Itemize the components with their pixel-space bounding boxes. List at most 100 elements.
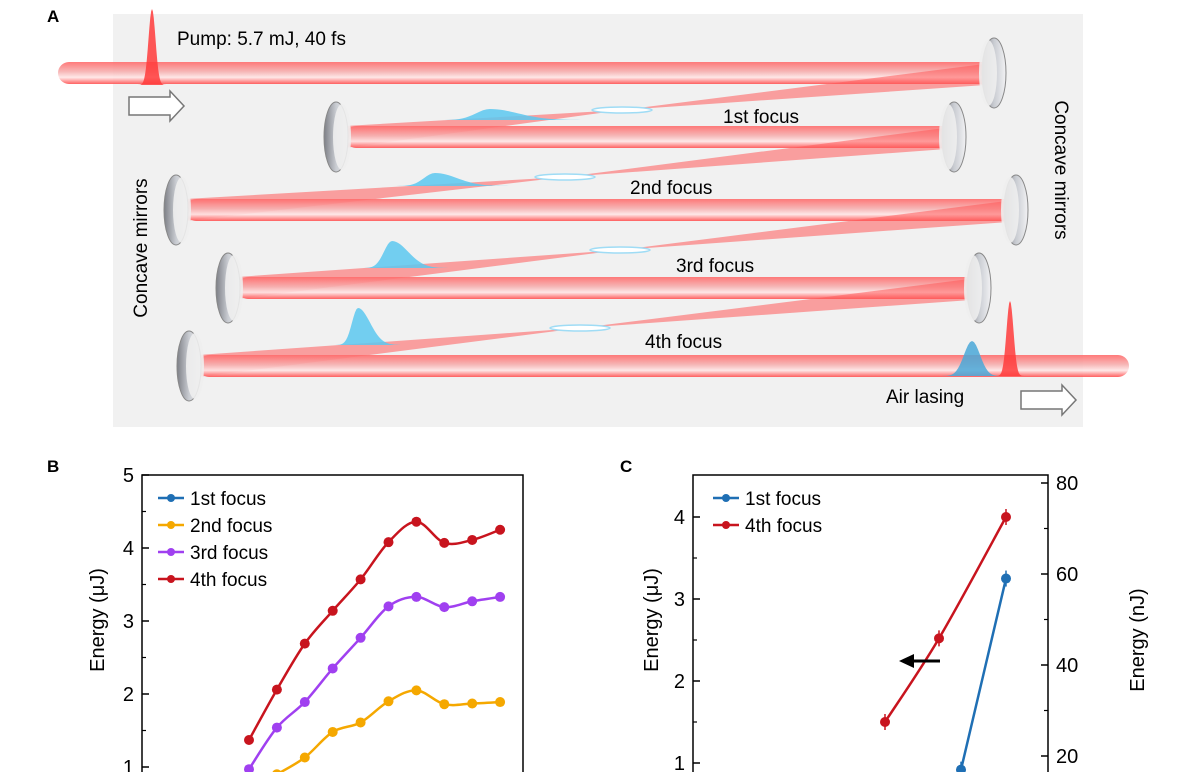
y-tick-label: 3 [123, 611, 134, 633]
pulses [138, 9, 1024, 376]
data-point [956, 764, 966, 772]
panel-label-a: A [47, 7, 59, 26]
data-point [299, 638, 310, 649]
converging-beam [622, 62, 1000, 110]
converging-beam [620, 199, 1022, 250]
data-point [1001, 573, 1011, 584]
focus-label-4: 4th focus [645, 332, 722, 353]
y-tick-label: 60 [1056, 564, 1078, 586]
converging-beam [565, 126, 960, 177]
output-lasing-pulse [940, 341, 1004, 376]
laser-beams [58, 62, 1129, 377]
y-tick-label: 80 [1056, 473, 1078, 495]
y-tick-label: 1 [123, 757, 134, 772]
data-point [271, 722, 282, 733]
data-point [439, 537, 450, 548]
air-lasing-label: Air lasing [886, 387, 964, 408]
data-point [327, 605, 338, 616]
data-point [327, 726, 338, 737]
data-point [467, 534, 478, 545]
plot-frame [692, 474, 1049, 772]
data-point [383, 696, 394, 707]
panel-b-chart: B 1 2 3 4 5 Energy (μJ) 1st focus 2nd focus 3r… [47, 457, 524, 772]
data-point [1001, 512, 1011, 522]
data-point [467, 596, 478, 607]
y-tick-label: 20 [1056, 746, 1078, 768]
series-line [883, 516, 1008, 723]
series-line [247, 520, 501, 741]
series-group [880, 509, 1011, 772]
y-tick-label: 5 [123, 465, 134, 487]
data-point [411, 591, 422, 602]
input-arrow-icon [128, 89, 186, 123]
data-point [355, 574, 366, 585]
legend-label: 4th focus [745, 516, 822, 537]
data-point [467, 698, 478, 709]
mirror-face [964, 255, 982, 321]
mirror-face [939, 104, 957, 170]
y-tick-label: 3 [674, 589, 685, 611]
y-tick-label: 40 [1056, 655, 1078, 677]
focus-plasma [534, 173, 596, 181]
beam-segment [58, 62, 1002, 84]
series-line [959, 578, 1008, 770]
output-arrow-icon [1020, 383, 1078, 417]
panel-c-chart: C 1 2 3 4 20 40 60 80 Energy (μJ) Energy (nJ) 1… [620, 457, 1149, 772]
y-tick-label: 2 [674, 671, 685, 693]
data-point [327, 663, 338, 674]
legend-label: 2nd focus [190, 516, 272, 537]
mirror-face [979, 40, 997, 106]
mirror-face [1001, 177, 1019, 243]
panel-label-b: B [47, 457, 59, 476]
lasing-pulse-1 [434, 109, 588, 120]
legend-marker [167, 494, 175, 502]
beam-segment [198, 355, 1129, 377]
y-tick-label: 4 [123, 538, 134, 560]
focus-plasma [591, 106, 653, 114]
y-axis-label-right: Energy (nJ) [1127, 588, 1149, 691]
converging-beam [580, 277, 985, 328]
focus-plasma [589, 246, 651, 254]
data-point [495, 524, 506, 535]
legend: 1st focus 2nd focus 3rd focus 4th focus [158, 489, 272, 591]
y-axis-ticks: 1 2 3 4 20 40 60 80 [674, 473, 1078, 772]
data-point [495, 591, 506, 602]
data-point [244, 764, 254, 772]
y-axis-ticks: 1 2 3 4 5 [123, 465, 149, 772]
lasing-pulse-2 [391, 173, 512, 186]
data-point [880, 717, 890, 727]
plot-frame [141, 474, 524, 772]
panel-label-c: C [620, 457, 632, 476]
data-point [355, 717, 366, 728]
legend-label: 4th focus [190, 570, 267, 591]
focus-label-3: 3rd focus [676, 256, 754, 277]
beam-segment [237, 277, 987, 299]
y-tick-label: 4 [674, 507, 685, 529]
pump-label: Pump: 5.7 mJ, 40 fs [177, 29, 346, 50]
legend-marker [167, 548, 175, 556]
data-point [495, 697, 506, 708]
mirror-face [225, 255, 243, 321]
legend-label: 1st focus [190, 489, 266, 510]
legend-label: 1st focus [745, 489, 821, 510]
legend-marker [722, 494, 730, 502]
mirror-face [186, 333, 204, 399]
y-axis-label-left: Energy (μJ) [641, 568, 663, 672]
data-point [934, 633, 944, 644]
lasing-pulse-4 [334, 308, 400, 345]
right-mirrors-label: Concave mirrors [1050, 100, 1071, 239]
panel-a-diagram: A Pump: 5.7 mJ, 40 fs 1st focus 2nd focu… [47, 7, 1129, 427]
y-tick-label: 2 [123, 684, 134, 706]
legend-marker [167, 521, 175, 529]
data-point [383, 601, 394, 612]
data-point [271, 684, 282, 695]
data-point [383, 537, 394, 548]
data-point [272, 769, 282, 772]
series-group [244, 516, 506, 772]
output-pump-pulse [996, 301, 1024, 376]
data-point [439, 699, 450, 710]
concave-mirrors [163, 37, 1029, 402]
beam-segment [185, 199, 1024, 221]
legend-marker [167, 575, 175, 583]
